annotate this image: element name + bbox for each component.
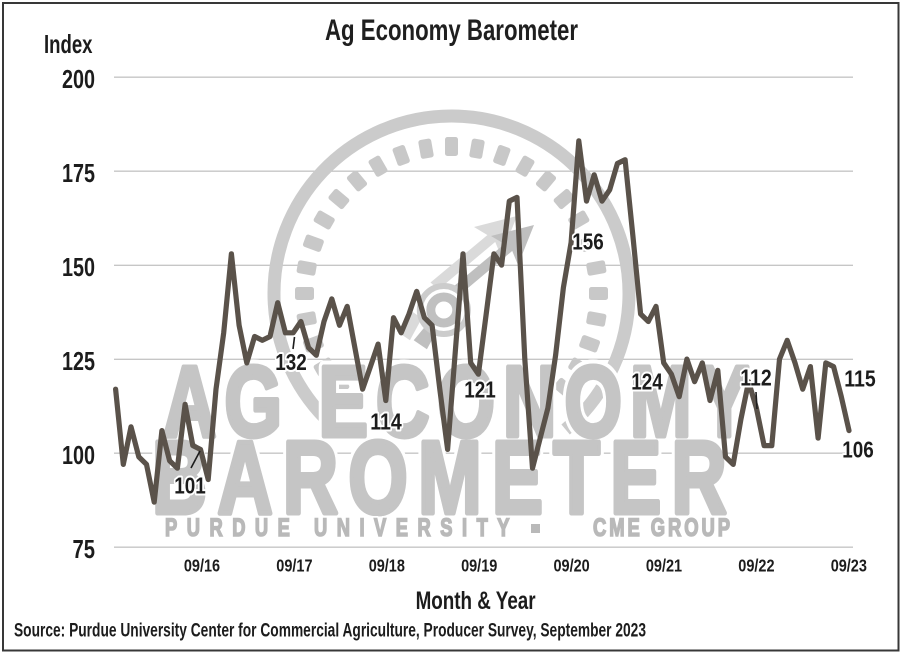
svg-text:CME GROUP: CME GROUP xyxy=(593,513,733,541)
svg-text:125: 125 xyxy=(62,348,95,376)
svg-text:114: 114 xyxy=(370,409,402,435)
svg-text:BAROMETER: BAROMETER xyxy=(152,421,737,535)
svg-text:Source: Purdue University Cent: Source: Purdue University Center for Com… xyxy=(14,621,646,642)
svg-text:Month & Year: Month & Year xyxy=(416,587,536,615)
svg-text:Index: Index xyxy=(44,29,93,59)
svg-text:09/18: 09/18 xyxy=(369,555,406,575)
svg-text:100: 100 xyxy=(62,442,95,470)
svg-text:BAROMETER: BAROMETER xyxy=(152,421,737,535)
svg-text:CME GROUP: CME GROUP xyxy=(593,513,733,541)
svg-text:Ag Economy Barometer: Ag Economy Barometer xyxy=(325,14,578,47)
svg-text:09/22: 09/22 xyxy=(738,555,774,575)
svg-text:09/20: 09/20 xyxy=(554,555,590,575)
svg-text:156: 156 xyxy=(572,229,604,255)
svg-text:09/16: 09/16 xyxy=(184,555,220,575)
svg-text:106: 106 xyxy=(842,437,874,463)
svg-text:PURDUE UNIVERSITY: PURDUE UNIVERSITY xyxy=(165,513,519,541)
svg-text:PURDUE UNIVERSITY: PURDUE UNIVERSITY xyxy=(165,513,519,541)
svg-text:132: 132 xyxy=(275,349,307,375)
svg-text:175: 175 xyxy=(62,160,95,188)
svg-text:101: 101 xyxy=(174,473,206,499)
svg-text:09/21: 09/21 xyxy=(646,555,683,575)
svg-text:200: 200 xyxy=(62,66,95,94)
svg-text:09/19: 09/19 xyxy=(461,555,497,575)
svg-text:115: 115 xyxy=(844,366,876,392)
svg-text:AG ECONOMY: AG ECONOMY xyxy=(163,345,757,457)
svg-text:112: 112 xyxy=(740,365,772,391)
svg-text:150: 150 xyxy=(62,254,95,282)
svg-text:09/17: 09/17 xyxy=(276,555,312,575)
svg-text:75: 75 xyxy=(73,536,96,564)
svg-text:09/23: 09/23 xyxy=(831,555,867,575)
svg-text:121: 121 xyxy=(464,377,496,403)
svg-text:124: 124 xyxy=(631,369,663,395)
